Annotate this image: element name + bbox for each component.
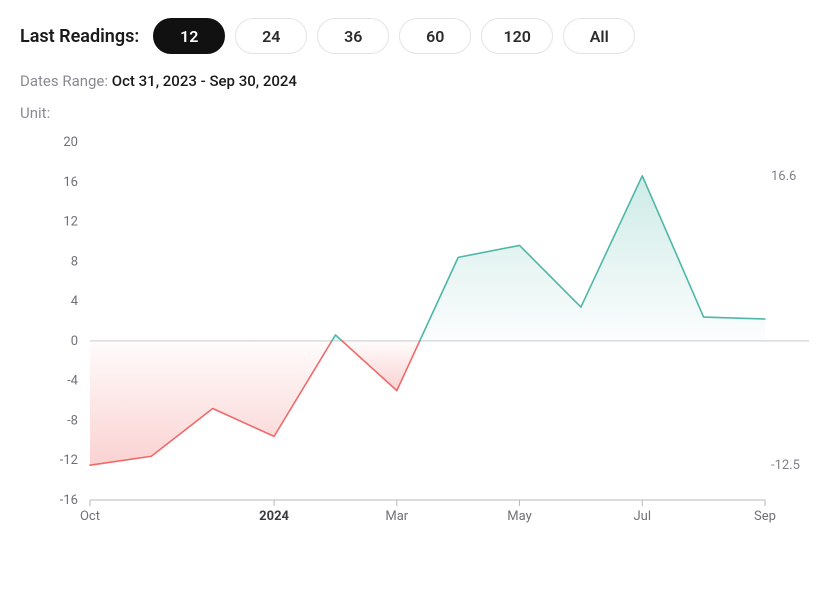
max-value-label: 16.6: [771, 169, 796, 184]
unit-label: Unit:: [20, 104, 50, 122]
readings-pill-all[interactable]: All: [563, 18, 635, 54]
dates-range-label: Dates Range:: [20, 72, 108, 90]
pill-group: 12 24 36 60 120 All: [153, 18, 635, 54]
y-tick-label: -4: [67, 374, 79, 389]
min-value-label: -12.5: [771, 458, 800, 473]
y-tick-label: 12: [63, 215, 78, 230]
last-readings-label: Last Readings:: [20, 26, 139, 47]
y-tick-label: 8: [71, 254, 78, 269]
area-positive: [420, 176, 765, 341]
chart-area: 20 16 12 8 4 0 -4 -8 -12 -16Oct 2024 Mar May Jul Sep 16…: [20, 130, 815, 540]
x-tick-label: May: [507, 509, 531, 524]
y-tick-label: -16: [60, 493, 78, 508]
x-tick-label: 2024: [259, 509, 289, 524]
readings-pill-label: All: [590, 27, 609, 46]
unit-row: Unit:: [20, 104, 815, 122]
y-tick-label: -12: [60, 453, 78, 468]
readings-pill-label: 120: [504, 27, 531, 46]
x-tick-label: Mar: [385, 509, 408, 524]
x-tick-label: Sep: [754, 509, 776, 524]
readings-pill-36[interactable]: 36: [317, 18, 389, 54]
area-negative: [90, 341, 332, 465]
readings-pill-24[interactable]: 24: [235, 18, 307, 54]
readings-pill-label: 24: [262, 27, 280, 46]
dates-range-value: Oct 31, 2023 - Sep 30, 2024: [112, 72, 297, 90]
readings-pill-12[interactable]: 12: [153, 18, 225, 54]
y-tick-label: 16: [63, 175, 78, 190]
y-tick-label: 0: [71, 334, 78, 349]
readings-pill-label: 12: [180, 27, 198, 46]
readings-pill-60[interactable]: 60: [399, 18, 471, 54]
readings-pill-label: 60: [426, 27, 444, 46]
x-tick-label: Oct: [80, 509, 100, 524]
x-tick-label: Jul: [634, 509, 652, 524]
dates-range: Dates Range: Oct 31, 2023 - Sep 30, 2024: [20, 72, 815, 90]
y-tick-label: -8: [67, 413, 78, 428]
readings-pill-120[interactable]: 120: [481, 18, 553, 54]
readings-selector: Last Readings: 12 24 36 60 120 All: [20, 18, 815, 54]
readings-pill-label: 36: [344, 27, 362, 46]
y-tick-label: 4: [71, 294, 79, 309]
y-tick-label: 20: [63, 135, 78, 150]
line-chart: 20 16 12 8 4 0 -4 -8 -12 -16Oct 2024 Mar May Jul Sep 16…: [20, 130, 815, 540]
